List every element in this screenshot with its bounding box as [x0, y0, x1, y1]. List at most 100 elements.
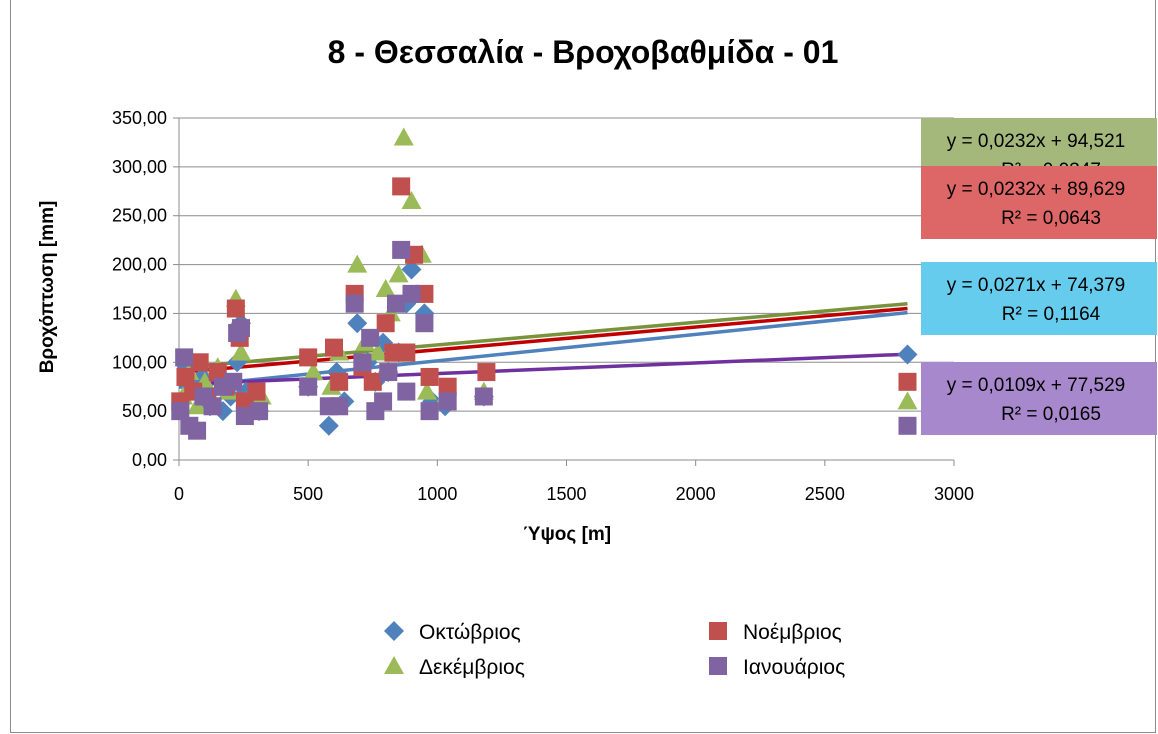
point-january	[392, 240, 411, 259]
point-january	[898, 416, 917, 435]
point-november	[363, 372, 382, 391]
equation-text: y = 0,0109x + 77,529	[947, 375, 1126, 396]
point-january	[171, 402, 190, 421]
legend-item-november: Νοέμβριος	[709, 621, 842, 644]
point-october	[897, 344, 918, 365]
point-january	[250, 402, 269, 421]
point-january	[345, 294, 364, 313]
x-axis-title: Ύψος [m]	[523, 524, 611, 545]
point-december	[231, 342, 251, 361]
point-december	[897, 391, 918, 410]
y-tick-label: 200,00	[112, 255, 167, 275]
trendline-october	[178, 310, 908, 390]
point-december	[367, 342, 388, 361]
trendline-november	[178, 306, 908, 375]
y-tick-label: 300,00	[112, 157, 167, 177]
legend-marker-november	[709, 622, 727, 640]
axis-layer: 0,00 50,00 100,00 150,00 200,00 250,00 300,00 3…	[112, 108, 974, 504]
point-december	[303, 362, 324, 381]
legend-label: Νοέμβριος	[743, 621, 842, 644]
chart-title: 8 - Θεσσαλία - Βροχοβαθμίδα - 01	[328, 34, 839, 70]
chart-svg: 8 - Θεσσαλία - Βροχοβαθμίδα - 01 0,00 50,…	[37, 34, 1157, 679]
point-november	[392, 177, 411, 196]
equation-text: y = 0,0271x + 74,379	[947, 275, 1126, 296]
point-november	[438, 377, 457, 396]
point-january	[379, 363, 398, 382]
point-january	[420, 402, 439, 421]
legend-marker-october	[384, 621, 404, 641]
point-january	[397, 382, 416, 401]
point-december	[375, 279, 396, 297]
legend-label: Ιανουάριος	[743, 656, 845, 679]
y-tick-label: 350,00	[112, 108, 167, 128]
r-squared-text: R² = 0,1164	[1002, 304, 1101, 325]
x-tick-label: 2500	[805, 484, 845, 504]
equation-box-bg	[921, 362, 1157, 435]
point-november	[420, 367, 439, 386]
y-tick-label: 100,00	[112, 352, 167, 372]
legend-item-january: Ιανουάριος	[709, 656, 845, 679]
point-january	[175, 348, 194, 367]
point-november	[325, 338, 343, 357]
point-november	[176, 367, 195, 386]
point-december	[347, 254, 368, 273]
x-tick-label: 500	[293, 484, 323, 504]
point-november	[226, 299, 245, 318]
x-tick-label: 0	[174, 484, 184, 504]
y-axis-title: Βροχόπτωση [mm]	[37, 201, 58, 374]
equation-text: y = 0,0232x + 94,521	[947, 131, 1126, 152]
point-january	[374, 392, 393, 411]
trend-layer	[178, 301, 908, 390]
point-january	[203, 397, 222, 416]
point-january	[353, 353, 372, 372]
y-tick-label: 150,00	[112, 303, 167, 323]
r-squared-text: R² = 0,0643	[1001, 208, 1101, 229]
equation-box-january: y = 0,0109x + 77,529 R² = 0,0165	[921, 362, 1157, 435]
point-january	[299, 377, 318, 396]
point-january	[330, 397, 349, 416]
point-december	[393, 127, 414, 146]
equation-box-bg	[921, 262, 1157, 335]
legend-label: Οκτώβριος	[419, 621, 521, 644]
point-january	[387, 294, 405, 313]
y-tick-label: 250,00	[112, 206, 167, 226]
point-november	[397, 343, 416, 362]
point-november	[330, 372, 349, 391]
point-november	[247, 382, 266, 401]
x-tick-label: 3000	[934, 484, 974, 504]
x-tick-label: 2000	[676, 484, 716, 504]
point-november	[190, 353, 209, 372]
equation-box-october: y = 0,0271x + 74,379 R² = 0,1164	[921, 262, 1157, 335]
legend-marker-december	[384, 656, 404, 674]
legend-label: Δεκέμβριος	[419, 656, 525, 679]
equation-layer: y = 0,0232x + 94,521R² = 0,0347y = 0,023…	[921, 118, 1157, 435]
point-january	[235, 407, 254, 426]
point-january	[438, 392, 457, 411]
point-december	[417, 381, 437, 400]
marker-layer	[171, 127, 918, 440]
point-october	[347, 313, 368, 334]
point-november	[477, 363, 496, 382]
x-tick-label: 1000	[417, 484, 457, 504]
point-january	[188, 421, 207, 440]
point-november	[299, 348, 318, 367]
point-december	[388, 264, 409, 283]
y-tick-label: 0,00	[132, 450, 167, 470]
point-january	[402, 284, 421, 303]
point-october	[318, 415, 339, 436]
r-squared-text: R² = 0,0165	[1001, 404, 1101, 425]
legend-item-october: Οκτώβριος	[384, 621, 521, 644]
legend-marker-january	[709, 657, 727, 675]
point-january	[232, 319, 250, 338]
point-january	[474, 387, 493, 406]
point-december	[401, 191, 422, 210]
equation-box-bg	[921, 166, 1157, 239]
x-tick-label: 1500	[546, 484, 586, 504]
y-tick-label: 50,00	[122, 401, 167, 421]
point-january	[415, 314, 434, 333]
chart-frame: 8 - Θεσσαλία - Βροχοβαθμίδα - 01 0,00 50,…	[10, 0, 1157, 733]
legend-item-december: Δεκέμβριος	[384, 656, 525, 679]
legend: Οκτώβριος Νοέμβριος Δεκέμβριος Ιανουάριος	[384, 621, 845, 679]
point-november	[376, 314, 395, 333]
point-october	[401, 259, 422, 280]
